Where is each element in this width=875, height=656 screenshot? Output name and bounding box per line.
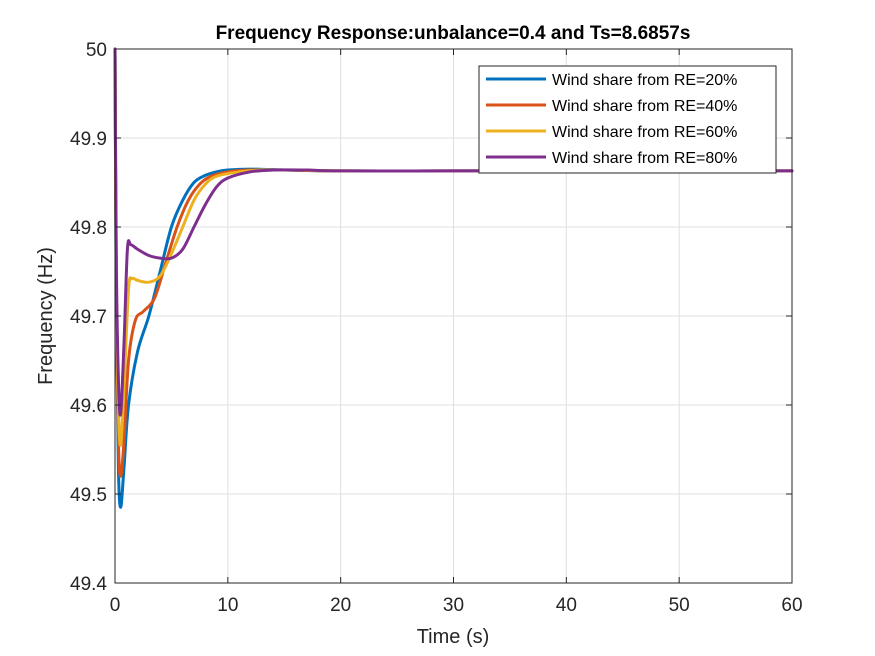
x-tick-label: 60 — [781, 595, 802, 616]
chart-title: Frequency Response:unbalance=0.4 and Ts=… — [216, 23, 691, 44]
y-tick-label: 49.9 — [70, 129, 107, 150]
x-tick-label: 10 — [217, 595, 238, 616]
x-tick-label: 40 — [556, 595, 577, 616]
y-tick-label: 49.6 — [70, 396, 107, 417]
y-tick-label: 50 — [86, 40, 107, 61]
legend-label-20: Wind share from RE=20% — [552, 72, 737, 89]
axis-ticks: 0 10 20 30 40 50 60 49.4 49.5 49.6 49.7 49.8 49.9 50 — [70, 40, 803, 616]
x-tick-label: 50 — [669, 595, 690, 616]
legend-box — [478, 65, 777, 174]
legend-label-80: Wind share from RE=80% — [552, 150, 737, 167]
series-layer — [113, 47, 794, 509]
legend-label-60: Wind share from RE=60% — [552, 124, 737, 141]
x-tick-label: 0 — [110, 595, 121, 616]
x-tick-label: 20 — [330, 595, 351, 616]
legend: Wind share from RE=20% Wind share from R… — [478, 65, 777, 174]
y-tick-label: 49.8 — [70, 218, 107, 239]
y-tick-label: 49.7 — [70, 307, 107, 328]
legend-label-40: Wind share from RE=40% — [552, 98, 737, 115]
x-tick-label: 30 — [443, 595, 464, 616]
x-axis-label: Time (s) — [417, 626, 490, 648]
series-line-80 — [113, 47, 794, 417]
y-axis-label: Frequency (Hz) — [35, 247, 57, 385]
y-tick-label: 49.4 — [70, 574, 107, 595]
y-tick-label: 49.5 — [70, 485, 107, 506]
